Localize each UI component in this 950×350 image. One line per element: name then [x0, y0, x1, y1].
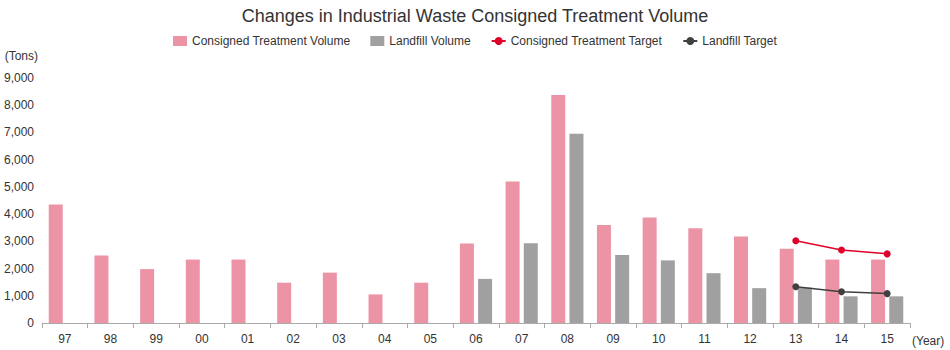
svg-text:Consigned Treatment Target: Consigned Treatment Target: [511, 34, 663, 48]
svg-text:14: 14: [835, 332, 849, 346]
svg-text:97: 97: [58, 332, 72, 346]
svg-text:Consigned Treatment Volume: Consigned Treatment Volume: [192, 34, 350, 48]
svg-text:Landfill Target: Landfill Target: [702, 34, 777, 48]
svg-text:15: 15: [880, 332, 894, 346]
svg-text:02: 02: [287, 332, 301, 346]
svg-text:(Tons): (Tons): [5, 49, 38, 63]
svg-text:11: 11: [698, 332, 711, 346]
svg-text:3,000: 3,000: [4, 234, 34, 248]
svg-text:2,000: 2,000: [4, 262, 34, 276]
svg-text:01: 01: [241, 332, 255, 346]
svg-text:5,000: 5,000: [4, 180, 34, 194]
svg-text:0: 0: [27, 316, 34, 330]
svg-text:9,000: 9,000: [4, 71, 34, 85]
svg-text:1,000: 1,000: [4, 289, 34, 303]
svg-text:6,000: 6,000: [4, 153, 34, 167]
svg-text:99: 99: [150, 332, 164, 346]
svg-text:7,000: 7,000: [4, 125, 34, 139]
svg-text:07: 07: [515, 332, 529, 346]
svg-text:13: 13: [789, 332, 803, 346]
svg-text:00: 00: [195, 332, 209, 346]
svg-text:08: 08: [561, 332, 575, 346]
svg-text:(Year): (Year): [912, 334, 944, 348]
svg-text:06: 06: [469, 332, 483, 346]
svg-text:05: 05: [424, 332, 438, 346]
svg-text:12: 12: [743, 332, 757, 346]
svg-text:09: 09: [606, 332, 620, 346]
svg-text:10: 10: [652, 332, 666, 346]
svg-text:Changes in Industrial Waste Co: Changes in Industrial Waste Consigned Tr…: [242, 6, 709, 26]
svg-text:Landfill Volume: Landfill Volume: [389, 34, 471, 48]
svg-text:98: 98: [104, 332, 118, 346]
svg-text:04: 04: [378, 332, 392, 346]
svg-text:03: 03: [332, 332, 346, 346]
svg-text:8,000: 8,000: [4, 98, 34, 112]
svg-text:4,000: 4,000: [4, 207, 34, 221]
